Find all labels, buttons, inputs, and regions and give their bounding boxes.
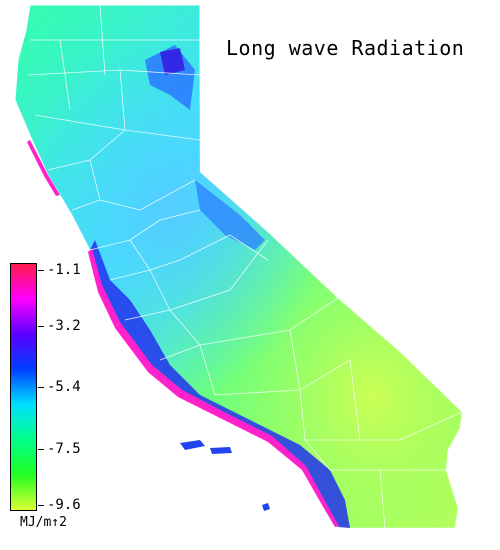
- legend-tick: [38, 449, 44, 450]
- legend-tick: [38, 505, 44, 506]
- legend-colorbar: [10, 263, 37, 511]
- legend-tick: [38, 326, 44, 327]
- map-title: Long wave Radiation: [226, 36, 465, 60]
- legend-tick-label: -1.1: [47, 262, 81, 278]
- legend-tick: [38, 387, 44, 388]
- legend-tick-label: -9.6: [47, 497, 81, 513]
- legend-tick-label: -5.4: [47, 379, 81, 395]
- legend-tick-label: -7.5: [47, 441, 81, 457]
- county-boundaries: [27, 4, 463, 529]
- legend-tick: [38, 270, 44, 271]
- legend-tick-label: -3.2: [47, 318, 81, 334]
- legend-unit-label: MJ/m↑2: [20, 515, 67, 530]
